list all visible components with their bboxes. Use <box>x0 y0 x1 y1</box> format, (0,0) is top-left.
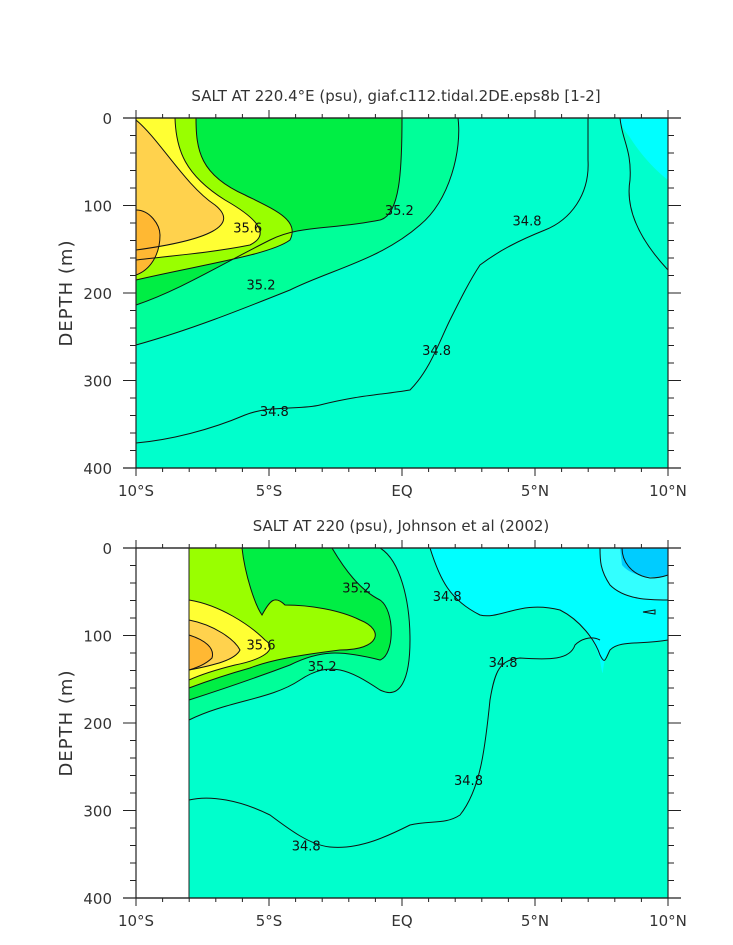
bottom-y-tick-label: 0 <box>102 540 112 558</box>
bottom-y-tick-label: 200 <box>83 715 112 733</box>
top-x-tick-label: 5°N <box>521 482 549 500</box>
top-x-tick-label: 10°S <box>118 482 154 500</box>
top-x-tick-label: 10°N <box>649 482 687 500</box>
bottom-axis-ticks: 0 100 200 300 400 10°S 5°S EQ 5°N 10°N <box>83 540 687 930</box>
bottom-line-34.4 <box>621 548 668 579</box>
top-y-tick-label: 100 <box>83 198 112 216</box>
bottom-line-36.0 <box>188 634 214 671</box>
top-contour-label: 34.8 <box>513 214 542 229</box>
top-line-34.6 <box>619 118 668 271</box>
top-contour-label: 35.2 <box>247 278 276 293</box>
bottom-line-34.8-upper <box>429 548 668 661</box>
bottom-line-35.0 <box>188 548 411 721</box>
bottom-line-35.8 <box>188 619 241 671</box>
top-line-36.0 <box>135 209 161 276</box>
bottom-x-tick-label: 10°N <box>649 912 687 930</box>
bottom-fill-gt-36.0 <box>189 635 213 670</box>
top-line-35.6 <box>135 118 261 261</box>
bottom-contour-label: 34.8 <box>489 656 518 671</box>
bottom-x-tick-label: 5°N <box>521 912 549 930</box>
bottom-x-tick-label: EQ <box>391 912 412 930</box>
top-y-tick-label: 0 <box>102 110 112 128</box>
top-y-tick-label: 300 <box>83 373 112 391</box>
top-y-axis-label: DEPTH (m) <box>56 240 77 347</box>
bottom-contour-label: 34.8 <box>292 840 321 855</box>
top-y-tick-label: 200 <box>83 285 112 303</box>
bottom-y-tick-label: 400 <box>83 890 112 908</box>
top-contour-label: 35.2 <box>385 204 414 219</box>
top-x-tick-label: EQ <box>391 482 412 500</box>
top-contour-fills <box>123 118 668 468</box>
top-line-35.2 <box>135 118 403 306</box>
top-x-tick-label: 5°S <box>256 482 283 500</box>
top-axis-ticks: 0 100 200 300 400 10°S 5°S EQ 5°N 10°N <box>83 110 687 500</box>
bottom-x-tick-label: 5°S <box>256 912 283 930</box>
bottom-line-35.2 <box>188 548 392 701</box>
top-contour-label: 34.8 <box>422 344 451 359</box>
top-panel: SALT AT 220.4°E (psu), giaf.c112.tidal.2… <box>56 87 687 500</box>
top-fill-right-tongue <box>620 118 668 178</box>
top-panel-title: SALT AT 220.4°E (psu), giaf.c112.tidal.2… <box>191 87 600 105</box>
top-fill-35.8-36.0 <box>136 120 224 250</box>
bottom-line-35.4 <box>188 548 376 689</box>
bottom-y-tick-label: 100 <box>83 628 112 646</box>
top-line-35.8 <box>135 119 225 251</box>
bottom-line-34.6 <box>599 548 668 601</box>
bottom-contour-labels: 35.2 34.8 35.6 35.2 34.8 34.8 34.8 <box>247 581 518 855</box>
top-contour-label: 35.6 <box>233 221 262 236</box>
top-line-34.8b <box>544 118 589 231</box>
top-line-34.8 <box>135 229 546 444</box>
top-line-35.4 <box>135 118 293 281</box>
top-contour-labels: 35.6 35.2 34.8 35.2 34.8 34.8 <box>233 204 542 420</box>
bottom-y-axis-label: DEPTH (m) <box>56 670 77 777</box>
top-contour-lines <box>135 118 668 444</box>
bottom-panel: SALT AT 220 (psu), Johnson et al (2002) <box>56 517 687 930</box>
top-contour-label: 34.8 <box>260 405 289 420</box>
bottom-contour-lines <box>188 548 668 848</box>
bottom-line-35.6 <box>188 599 271 681</box>
bottom-x-tick-label: 10°S <box>118 912 154 930</box>
bottom-y-tick-label: 300 <box>83 803 112 821</box>
bottom-contour-label: 34.8 <box>433 590 462 605</box>
bottom-contour-label: 34.8 <box>454 774 483 789</box>
bottom-contour-label: 35.6 <box>247 638 276 653</box>
top-y-tick-label: 400 <box>83 460 112 478</box>
top-line-35.0 <box>135 118 460 346</box>
bottom-panel-title: SALT AT 220 (psu), Johnson et al (2002) <box>253 517 550 535</box>
bottom-line-34.8-lower <box>188 637 601 848</box>
bottom-contour-label: 35.2 <box>308 660 337 675</box>
bottom-contour-label: 35.2 <box>342 581 371 596</box>
bottom-contour-fills <box>123 548 668 898</box>
bottom-line-small-closed <box>642 609 656 615</box>
